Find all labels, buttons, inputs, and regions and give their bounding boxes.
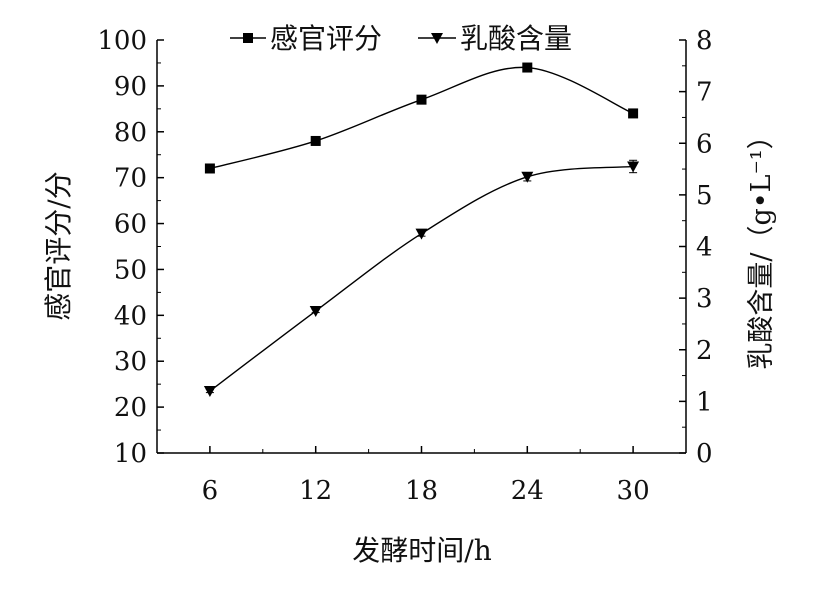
y-left-tick-label: 100 bbox=[97, 26, 147, 56]
x-tick-label: 12 bbox=[299, 476, 332, 506]
y-left-tick-label: 40 bbox=[114, 301, 147, 331]
x-axis-label: 发酵时间/h bbox=[352, 534, 491, 567]
y-left-tick-label: 30 bbox=[114, 347, 147, 377]
data-point-2 bbox=[309, 306, 322, 318]
y-left-tick-label: 20 bbox=[114, 393, 147, 423]
y-left-tick-label: 70 bbox=[114, 164, 147, 194]
y-right-tick-label: 4 bbox=[696, 233, 713, 263]
y-right-tick-label: 7 bbox=[696, 78, 713, 108]
legend: 感官评分 乳酸含量 bbox=[230, 22, 572, 55]
data-point-1 bbox=[628, 108, 639, 119]
data-point-2 bbox=[415, 228, 428, 240]
y-left-tick-label: 90 bbox=[114, 72, 147, 102]
y-right-tick-label: 2 bbox=[696, 336, 713, 366]
x-tick-label: 6 bbox=[202, 476, 219, 506]
y-right-tick-label: 0 bbox=[696, 439, 713, 469]
data-point-1 bbox=[204, 163, 215, 174]
y-right-tick-label: 8 bbox=[696, 26, 713, 56]
y-axis-left-label: 感官评分/分 bbox=[42, 171, 75, 320]
legend-label-1: 感官评分 bbox=[270, 22, 382, 55]
y-left-tick-label: 80 bbox=[114, 118, 147, 148]
legend-marker-2 bbox=[431, 33, 443, 44]
x-tick-label: 24 bbox=[511, 476, 544, 506]
data-point-1 bbox=[416, 94, 427, 105]
y-right-tick-label: 6 bbox=[696, 129, 713, 159]
legend-marker-1 bbox=[243, 33, 253, 43]
y-right-tick-label: 3 bbox=[696, 284, 713, 314]
y-left-tick-label: 10 bbox=[114, 439, 147, 469]
data-point-1 bbox=[310, 135, 321, 146]
data-point-2 bbox=[521, 171, 534, 183]
y-left-tick-label: 60 bbox=[114, 210, 147, 240]
y-left-tick-label: 50 bbox=[114, 255, 147, 285]
data-point-2 bbox=[627, 161, 640, 173]
x-tick-label: 30 bbox=[617, 476, 650, 506]
data-point-1 bbox=[522, 62, 533, 73]
y-right-tick-label: 5 bbox=[696, 181, 713, 211]
data-point-2 bbox=[203, 386, 216, 398]
y-axis-right-label: 乳酸含量/（g•L⁻¹） bbox=[746, 122, 777, 369]
series-line-2 bbox=[209, 165, 634, 392]
series-group bbox=[203, 62, 640, 398]
x-tick-label: 18 bbox=[405, 476, 438, 506]
legend-label-2: 乳酸含量 bbox=[460, 22, 572, 55]
y-right-tick-label: 1 bbox=[696, 387, 713, 417]
series-line-1 bbox=[209, 66, 634, 170]
